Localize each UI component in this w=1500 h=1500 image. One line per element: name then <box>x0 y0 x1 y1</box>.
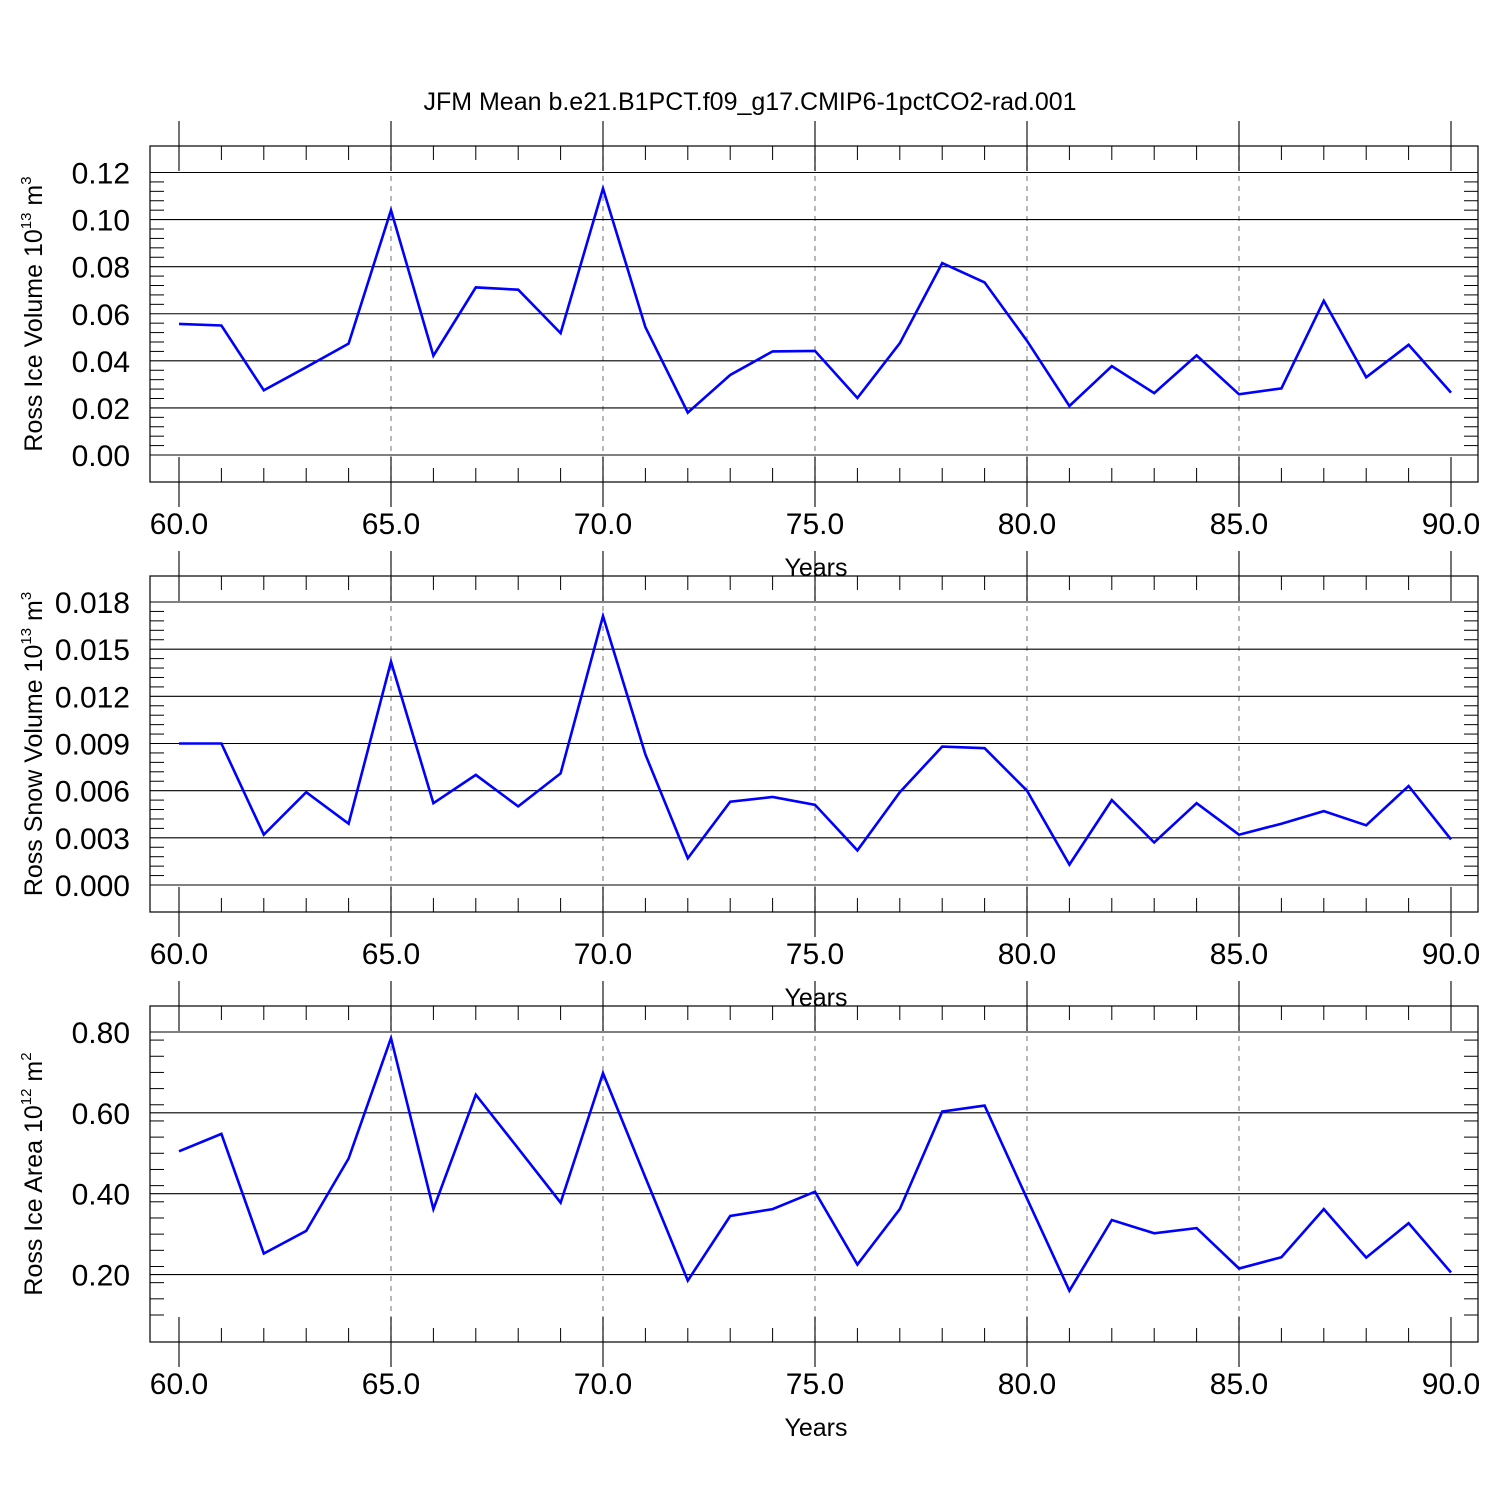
ytick-label: 0.006 <box>55 776 130 809</box>
panels: 0.00 0.02 0.04 0.06 0.08 0.10 0.12 60.0 65.0 70.0… <box>18 121 1480 1442</box>
xtick-label: 75.0 <box>786 938 844 971</box>
xtick-label: 60.0 <box>150 508 208 541</box>
xtick-label: 65.0 <box>362 1368 420 1401</box>
series-line <box>178 183 1452 415</box>
ytick-label: 0.02 <box>72 393 130 426</box>
ytick-label: 0.015 <box>55 634 130 667</box>
y-axis-label: Ross Ice Area 1012 m2 <box>18 1052 48 1295</box>
xtick-label: 60.0 <box>150 938 208 971</box>
plot-frame <box>149 1005 1479 1343</box>
xtick-label: 80.0 <box>998 1368 1056 1401</box>
panel-2: 0.000 0.003 0.006 0.009 0.012 0.015 0.018 60.0 6… <box>18 551 1480 1012</box>
y-axis-label: Ross Snow Volume 1013 m3 <box>18 592 48 896</box>
panel-1: 0.00 0.02 0.04 0.06 0.08 0.10 0.12 60.0 65.0 70.0… <box>18 121 1480 582</box>
xtick-label: 70.0 <box>574 938 632 971</box>
ytick-label: 0.012 <box>55 681 130 714</box>
ytick-label: 0.009 <box>55 729 130 762</box>
xtick-label: 65.0 <box>362 938 420 971</box>
ytick-label: 0.20 <box>72 1260 130 1293</box>
xtick-label: 85.0 <box>1210 938 1268 971</box>
xtick-label: 85.0 <box>1210 508 1268 541</box>
panel-3: 0.20 0.40 0.60 0.80 60.0 65.0 70.0 75.0 80.0 85.0… <box>18 981 1480 1442</box>
y-axis-label: Ross Ice Volume 1013 m3 <box>18 176 48 451</box>
figure-title: JFM Mean b.e21.B1PCT.f09_g17.CMIP6-1pctC… <box>423 88 1076 116</box>
xtick-label: 70.0 <box>574 1368 632 1401</box>
xtick-label: 60.0 <box>150 1368 208 1401</box>
xtick-label: 75.0 <box>786 1368 844 1401</box>
xtick-label: 65.0 <box>362 508 420 541</box>
xtick-label: 75.0 <box>786 508 844 541</box>
x-axis-label: Years <box>784 554 847 582</box>
xtick-label: 90.0 <box>1422 938 1480 971</box>
x-axis-label: Years <box>784 984 847 1012</box>
series-line <box>179 611 1453 868</box>
ytick-label: 0.10 <box>72 205 130 238</box>
ytick-label: 0.000 <box>55 870 130 903</box>
ytick-label: 0.12 <box>72 158 130 191</box>
ytick-label: 0.018 <box>55 587 130 620</box>
ytick-label: 0.06 <box>72 299 130 332</box>
ytick-label: 0.40 <box>72 1179 130 1212</box>
xtick-label: 90.0 <box>1422 1368 1480 1401</box>
xtick-label: 80.0 <box>998 938 1056 971</box>
ytick-label: 0.60 <box>72 1098 130 1131</box>
xtick-label: 70.0 <box>574 508 632 541</box>
x-axis-label: Years <box>784 1414 847 1442</box>
xtick-label: 80.0 <box>998 508 1056 541</box>
ytick-label: 0.80 <box>72 1017 130 1050</box>
ytick-label: 0.003 <box>55 823 130 856</box>
ytick-label: 0.00 <box>72 440 130 473</box>
series-line <box>178 1033 1452 1294</box>
ytick-label: 0.08 <box>72 252 130 285</box>
xtick-label: 90.0 <box>1422 508 1480 541</box>
ytick-label: 0.04 <box>72 346 130 379</box>
xtick-label: 85.0 <box>1210 1368 1268 1401</box>
